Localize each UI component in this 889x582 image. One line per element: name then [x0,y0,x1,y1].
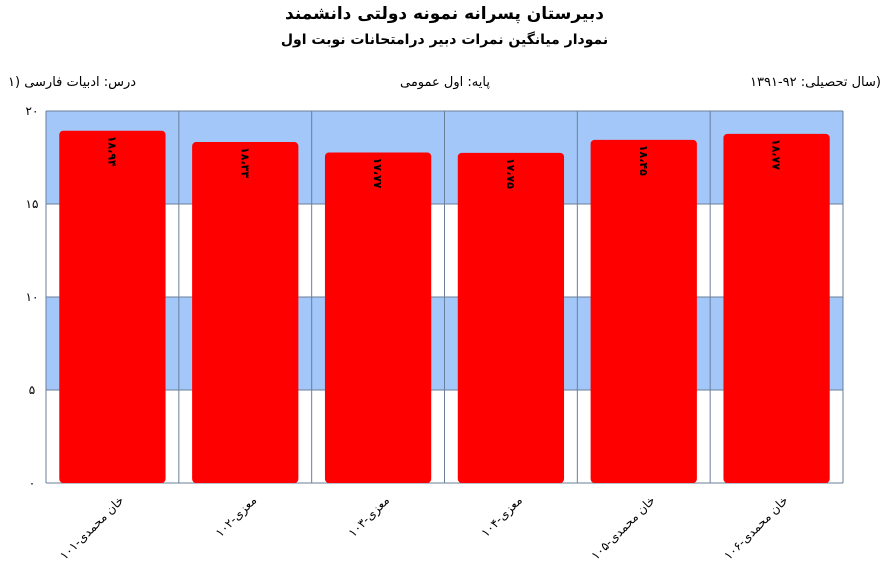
bar-value-label: ۱۸،۳۳ [238,147,251,178]
bar-value-label: ۱۸،۴۵ [637,145,650,176]
chart-title: دبیرستان پسرانه نمونه دولتی دانشمند [285,4,604,24]
bar [192,142,299,483]
y-tick-label: ۱۵ [26,197,39,211]
y-tick-label: ۲۰ [26,104,39,118]
y-tick-label: ۵ [29,383,35,397]
academic-year-label: سال تحصیلی: ۹۲-۱۳۹۱) [750,75,881,90]
bar-value-label: ۱۸،۹۴ [105,136,118,167]
x-category-label: معزی-۱۰۴ [478,493,525,540]
bar-value-label: ۱۷،۷۵ [504,158,517,189]
y-tick-label: ۱۰ [26,290,39,304]
y-tick-label: ۰ [29,476,35,490]
x-category-label: خان محمدی-۱۰۶ [721,493,790,562]
x-category-label: معزی-۱۰۲ [213,493,260,540]
x-category-label: معزی-۱۰۳ [346,493,393,540]
bar [590,139,697,483]
bar-value-label: ۱۸،۷۷ [770,139,783,170]
grade-label: پایه: اول عمومی [400,75,490,90]
x-category-label: خان محمدی-۱۰۱ [57,493,126,562]
bar [457,152,565,483]
bar-value-label: ۱۷،۷۷ [371,157,384,188]
bar [59,130,166,483]
bar [723,133,830,484]
x-category-label: خان محمدی-۱۰۵ [588,493,657,562]
lesson-label: درس: ادبیات فارسی (۱ [8,75,137,90]
bar [324,152,432,483]
chart-subtitle: نمودار میانگین نمرات دبیر درامتحانات نوب… [280,32,609,48]
